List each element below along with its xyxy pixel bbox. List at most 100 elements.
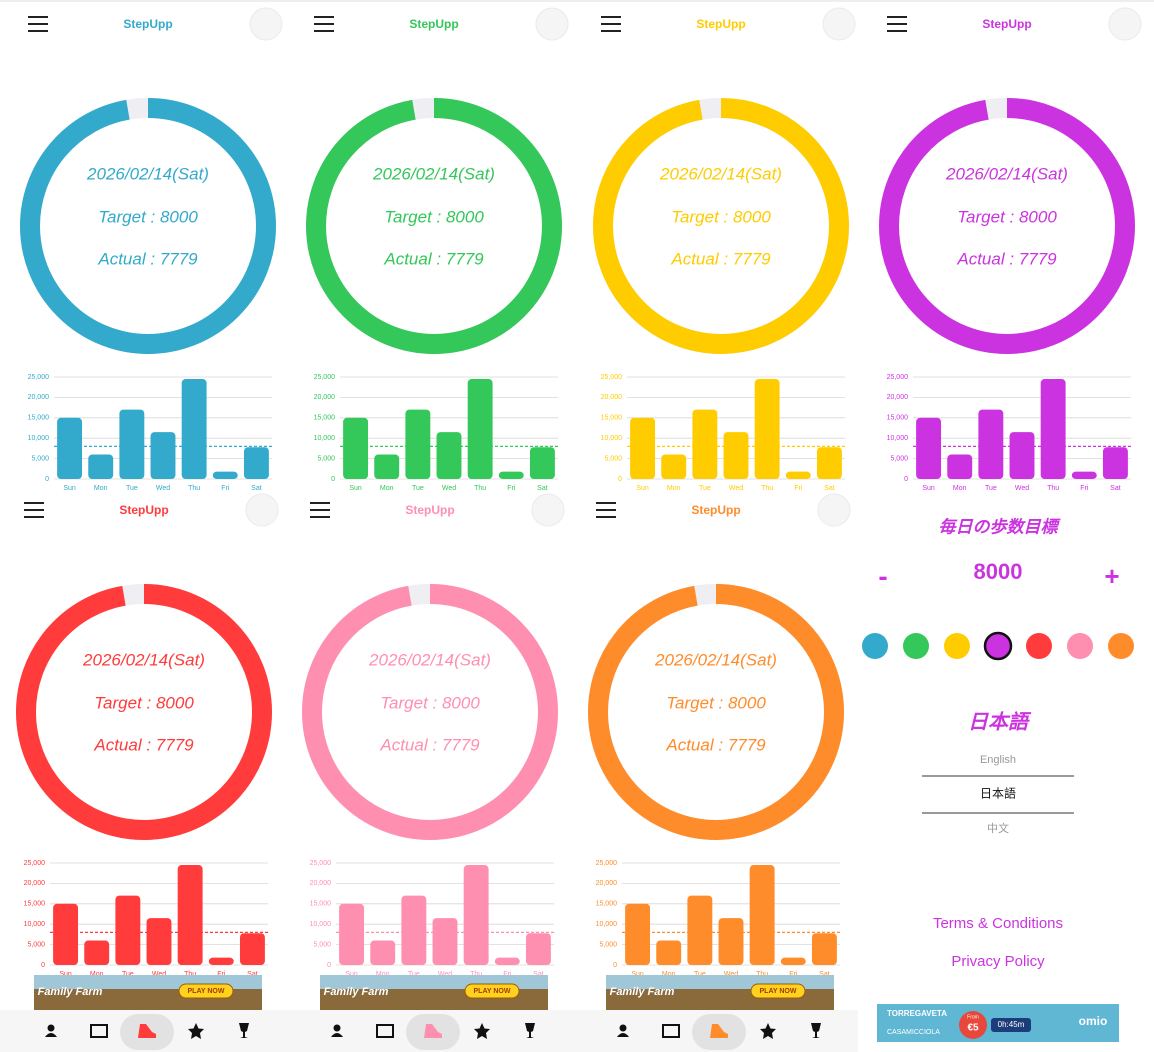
app-panel: StepUpp 2026/02/14(Sat) Target : 8000 Actua… bbox=[572, 493, 858, 1052]
ring-actual: Actual : 7779 bbox=[97, 249, 198, 268]
header-button[interactable] bbox=[249, 7, 283, 41]
x-tick-label: Sun bbox=[631, 971, 644, 978]
x-tick-label: Tue bbox=[408, 971, 420, 978]
y-tick-label: 10,000 bbox=[314, 435, 336, 442]
y-tick-label: 0 bbox=[327, 962, 331, 969]
bar bbox=[115, 895, 141, 965]
goal-plus[interactable]: + bbox=[1104, 561, 1119, 591]
nav-trophy-icon[interactable] bbox=[525, 1023, 535, 1038]
bar bbox=[339, 903, 365, 965]
nav-trophy-icon[interactable] bbox=[239, 1023, 249, 1038]
nav-news-icon[interactable] bbox=[662, 1024, 680, 1038]
nav-profile-icon[interactable] bbox=[47, 1024, 55, 1032]
goal-value: 8000 bbox=[974, 559, 1023, 584]
menu-button[interactable] bbox=[881, 10, 913, 38]
nav-shoe-icon[interactable] bbox=[710, 1024, 728, 1038]
color-swatch[interactable] bbox=[944, 633, 970, 659]
header-button[interactable] bbox=[531, 493, 565, 527]
color-swatch[interactable] bbox=[862, 633, 888, 659]
header-button[interactable] bbox=[245, 493, 279, 527]
ring-date: 2026/02/14(Sat) bbox=[368, 650, 491, 669]
footer-link[interactable]: Privacy Policy bbox=[951, 953, 1045, 970]
bar bbox=[687, 895, 713, 965]
menu-button[interactable] bbox=[590, 496, 622, 524]
nav-star-icon[interactable] bbox=[474, 1023, 490, 1039]
x-tick-label: Thu bbox=[470, 971, 482, 978]
menu-button[interactable] bbox=[308, 10, 340, 38]
menu-button[interactable] bbox=[304, 496, 336, 524]
y-tick-label: 25,000 bbox=[314, 374, 336, 381]
x-tick-label: Mon bbox=[662, 971, 676, 978]
nav-profile-body bbox=[331, 1033, 343, 1037]
bar bbox=[405, 409, 431, 479]
header-button[interactable] bbox=[817, 493, 851, 527]
color-swatch[interactable] bbox=[1067, 633, 1093, 659]
x-tick-label: Wed bbox=[152, 971, 166, 978]
x-tick-label: Wed bbox=[1015, 485, 1029, 492]
ad-button[interactable] bbox=[464, 983, 520, 999]
nav-profile-icon[interactable] bbox=[619, 1024, 627, 1032]
y-tick-label: 0 bbox=[41, 962, 45, 969]
y-tick-label: 10,000 bbox=[596, 921, 618, 928]
ring-actual: Actual : 7779 bbox=[670, 249, 771, 268]
bar bbox=[723, 432, 749, 479]
y-tick-label: 5,000 bbox=[31, 455, 49, 462]
nav-shoe-icon[interactable] bbox=[138, 1024, 156, 1038]
nav-shoe-icon[interactable] bbox=[424, 1024, 442, 1038]
app-title: StepUpp bbox=[119, 503, 168, 517]
ring-target: Target : 8000 bbox=[957, 207, 1057, 226]
nav-profile-icon[interactable] bbox=[333, 1024, 341, 1032]
x-tick-label: Fri bbox=[1080, 485, 1089, 492]
y-tick-label: 5,000 bbox=[313, 941, 331, 948]
y-tick-label: 10,000 bbox=[24, 921, 46, 928]
nav-news-icon[interactable] bbox=[376, 1024, 394, 1038]
color-swatch[interactable] bbox=[1026, 633, 1052, 659]
ad-button[interactable] bbox=[178, 983, 234, 999]
app-title: StepUpp bbox=[409, 17, 458, 31]
color-swatch[interactable] bbox=[903, 633, 929, 659]
ad-title: Family Farm bbox=[610, 986, 675, 998]
menu-button[interactable] bbox=[18, 496, 50, 524]
goal-minus[interactable]: - bbox=[878, 560, 887, 591]
nav-star-icon[interactable] bbox=[760, 1023, 776, 1039]
y-tick-label: 10,000 bbox=[310, 921, 332, 928]
x-tick-label: Thu bbox=[756, 971, 768, 978]
bar bbox=[692, 409, 718, 479]
color-swatch[interactable] bbox=[1108, 633, 1134, 659]
header-button[interactable] bbox=[535, 7, 569, 41]
header-button[interactable] bbox=[1108, 7, 1142, 41]
language-option[interactable]: English bbox=[980, 754, 1016, 766]
nav-profile-body bbox=[45, 1033, 57, 1037]
y-tick-label: 20,000 bbox=[601, 394, 623, 401]
y-tick-label: 0 bbox=[331, 476, 335, 483]
nav-news-icon[interactable] bbox=[90, 1024, 108, 1038]
bar bbox=[1009, 432, 1035, 479]
y-tick-label: 5,000 bbox=[599, 941, 617, 948]
bar bbox=[656, 940, 682, 965]
ring-progress bbox=[879, 98, 1135, 354]
language-option[interactable]: 日本語 bbox=[980, 786, 1016, 801]
y-tick-label: 5,000 bbox=[27, 941, 45, 948]
x-tick-label: Mon bbox=[953, 485, 967, 492]
language-option[interactable]: 中文 bbox=[987, 821, 1009, 835]
bar bbox=[343, 417, 369, 479]
ring-date: 2026/02/14(Sat) bbox=[659, 164, 782, 183]
x-tick-label: Tue bbox=[699, 485, 711, 492]
bar bbox=[239, 933, 265, 965]
ad-to: CASAMICCIOLA bbox=[887, 1029, 940, 1036]
bar bbox=[947, 454, 973, 479]
x-tick-label: Thu bbox=[188, 485, 200, 492]
menu-button[interactable] bbox=[22, 10, 54, 38]
menu-button[interactable] bbox=[595, 10, 627, 38]
bar bbox=[84, 940, 110, 965]
nav-trophy-icon[interactable] bbox=[811, 1023, 821, 1038]
y-tick-label: 15,000 bbox=[314, 415, 336, 422]
nav-star-icon[interactable] bbox=[188, 1023, 204, 1039]
y-tick-label: 25,000 bbox=[601, 374, 623, 381]
ad-button[interactable] bbox=[750, 983, 806, 999]
color-swatch[interactable] bbox=[983, 631, 1013, 661]
footer-link[interactable]: Terms & Conditions bbox=[933, 915, 1063, 932]
header-button[interactable] bbox=[822, 7, 856, 41]
ring-actual: Actual : 7779 bbox=[379, 735, 480, 754]
